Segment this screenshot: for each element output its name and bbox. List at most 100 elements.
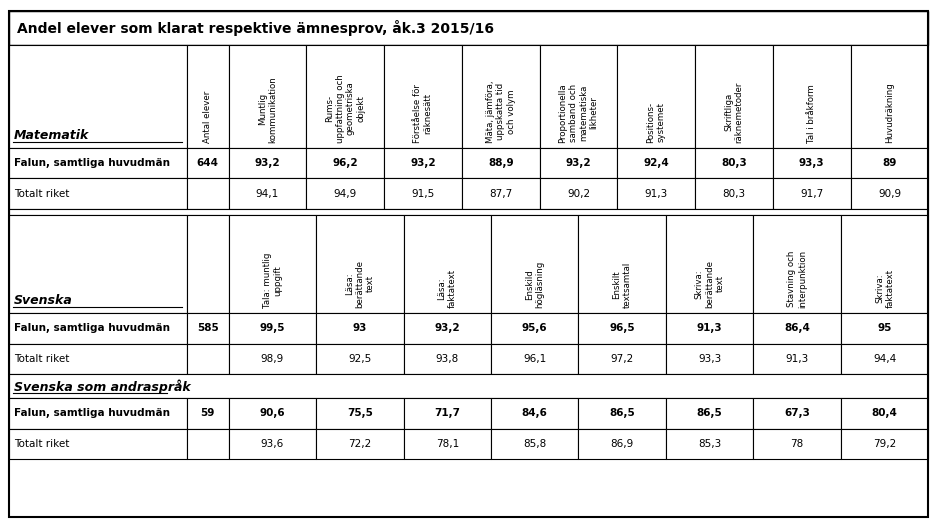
Text: Proportionella
samband och
matematiska
likheter: Proportionella samband och matematiska l…: [558, 83, 599, 143]
Bar: [403, 429, 491, 459]
Text: Enskilt
textsamtal: Enskilt textsamtal: [612, 261, 632, 308]
Bar: [187, 429, 229, 459]
Bar: [403, 215, 491, 313]
Bar: [9, 178, 187, 209]
Text: 97,2: 97,2: [610, 354, 634, 364]
Text: 90,2: 90,2: [567, 189, 590, 199]
Bar: [403, 313, 491, 344]
Bar: [841, 215, 928, 313]
Text: Läsa:
berättande
text: Läsa: berättande text: [345, 260, 375, 308]
Text: Antal elever: Antal elever: [203, 90, 212, 143]
Text: 585: 585: [197, 324, 218, 333]
Bar: [539, 45, 618, 148]
Text: Stavning och
interpunktion: Stavning och interpunktion: [787, 250, 807, 308]
Bar: [491, 313, 578, 344]
Text: Positions-
systemet: Positions- systemet: [647, 101, 666, 143]
Text: 98,9: 98,9: [260, 354, 284, 364]
Bar: [316, 398, 403, 429]
Bar: [851, 178, 928, 209]
Text: 96,1: 96,1: [523, 354, 547, 364]
Text: 93: 93: [353, 324, 367, 333]
Text: Läsa:
faktatext: Läsa: faktatext: [438, 269, 457, 308]
Bar: [187, 398, 229, 429]
Text: 80,3: 80,3: [722, 189, 745, 199]
Bar: [666, 313, 753, 344]
Bar: [187, 45, 229, 148]
Text: Enskild
högläsning: Enskild högläsning: [525, 261, 545, 308]
Bar: [187, 178, 229, 209]
Text: 96,5: 96,5: [609, 324, 635, 333]
Text: 94,1: 94,1: [256, 189, 279, 199]
Bar: [384, 148, 462, 178]
Text: Muntlig
kommunikation: Muntlig kommunikation: [258, 76, 277, 143]
Bar: [316, 344, 403, 374]
Bar: [229, 344, 316, 374]
Text: Skriva:
faktatext: Skriva: faktatext: [875, 269, 895, 308]
Bar: [491, 215, 578, 313]
Text: 92,4: 92,4: [644, 158, 669, 168]
Bar: [9, 313, 187, 344]
Bar: [851, 148, 928, 178]
Bar: [9, 148, 187, 178]
Bar: [618, 45, 695, 148]
Bar: [187, 148, 229, 178]
Text: Skriftliga
räknemetoder: Skriftliga räknemetoder: [724, 81, 744, 143]
Text: Förståelse för
räknesätt: Förståelse för räknesätt: [413, 83, 433, 143]
Text: Mäta, jämföra,
uppskatta tid
och volym: Mäta, jämföra, uppskatta tid och volym: [486, 80, 516, 143]
Text: 85,8: 85,8: [523, 439, 547, 449]
Bar: [316, 313, 403, 344]
Text: 80,3: 80,3: [721, 158, 746, 168]
Text: Falun, samtliga huvudmän: Falun, samtliga huvudmän: [14, 158, 170, 168]
Bar: [753, 429, 841, 459]
Bar: [695, 45, 773, 148]
Bar: [229, 45, 306, 148]
Bar: [666, 429, 753, 459]
Bar: [229, 148, 306, 178]
Text: 79,2: 79,2: [873, 439, 897, 449]
Text: 85,3: 85,3: [698, 439, 721, 449]
Text: 99,5: 99,5: [259, 324, 285, 333]
Bar: [306, 148, 384, 178]
Bar: [666, 215, 753, 313]
Text: 90,6: 90,6: [259, 409, 285, 418]
Text: Svenska som andraspråk: Svenska som andraspråk: [14, 379, 190, 393]
Bar: [618, 148, 695, 178]
Bar: [841, 398, 928, 429]
Bar: [9, 344, 187, 374]
Bar: [9, 398, 187, 429]
Bar: [539, 148, 618, 178]
Bar: [187, 344, 229, 374]
Text: 91,5: 91,5: [411, 189, 435, 199]
Text: 93,6: 93,6: [260, 439, 284, 449]
Bar: [187, 313, 229, 344]
Text: 86,5: 86,5: [609, 409, 635, 418]
Bar: [491, 398, 578, 429]
Text: Tala: muntlig
uppgift: Tala: muntlig uppgift: [262, 252, 282, 308]
Bar: [841, 429, 928, 459]
Text: 94,9: 94,9: [334, 189, 356, 199]
Bar: [618, 178, 695, 209]
Bar: [403, 344, 491, 374]
Text: Tal i bråkform: Tal i bråkform: [807, 84, 816, 143]
Bar: [578, 215, 666, 313]
Text: Rums-
uppfattning och
geometriska
objekt: Rums- uppfattning och geometriska objekt: [325, 74, 366, 143]
Bar: [851, 45, 928, 148]
Bar: [384, 45, 462, 148]
Bar: [773, 148, 851, 178]
Bar: [316, 215, 403, 313]
Bar: [9, 374, 928, 398]
Text: 93,8: 93,8: [436, 354, 459, 364]
Text: 86,4: 86,4: [785, 324, 810, 333]
Text: 93,2: 93,2: [411, 158, 436, 168]
Text: 644: 644: [197, 158, 218, 168]
Bar: [229, 215, 316, 313]
Text: 67,3: 67,3: [785, 409, 810, 418]
Bar: [773, 45, 851, 148]
Bar: [578, 313, 666, 344]
Bar: [773, 178, 851, 209]
Bar: [384, 178, 462, 209]
Text: 89: 89: [883, 158, 897, 168]
Text: 86,9: 86,9: [610, 439, 634, 449]
Bar: [229, 429, 316, 459]
Text: 78: 78: [790, 439, 803, 449]
